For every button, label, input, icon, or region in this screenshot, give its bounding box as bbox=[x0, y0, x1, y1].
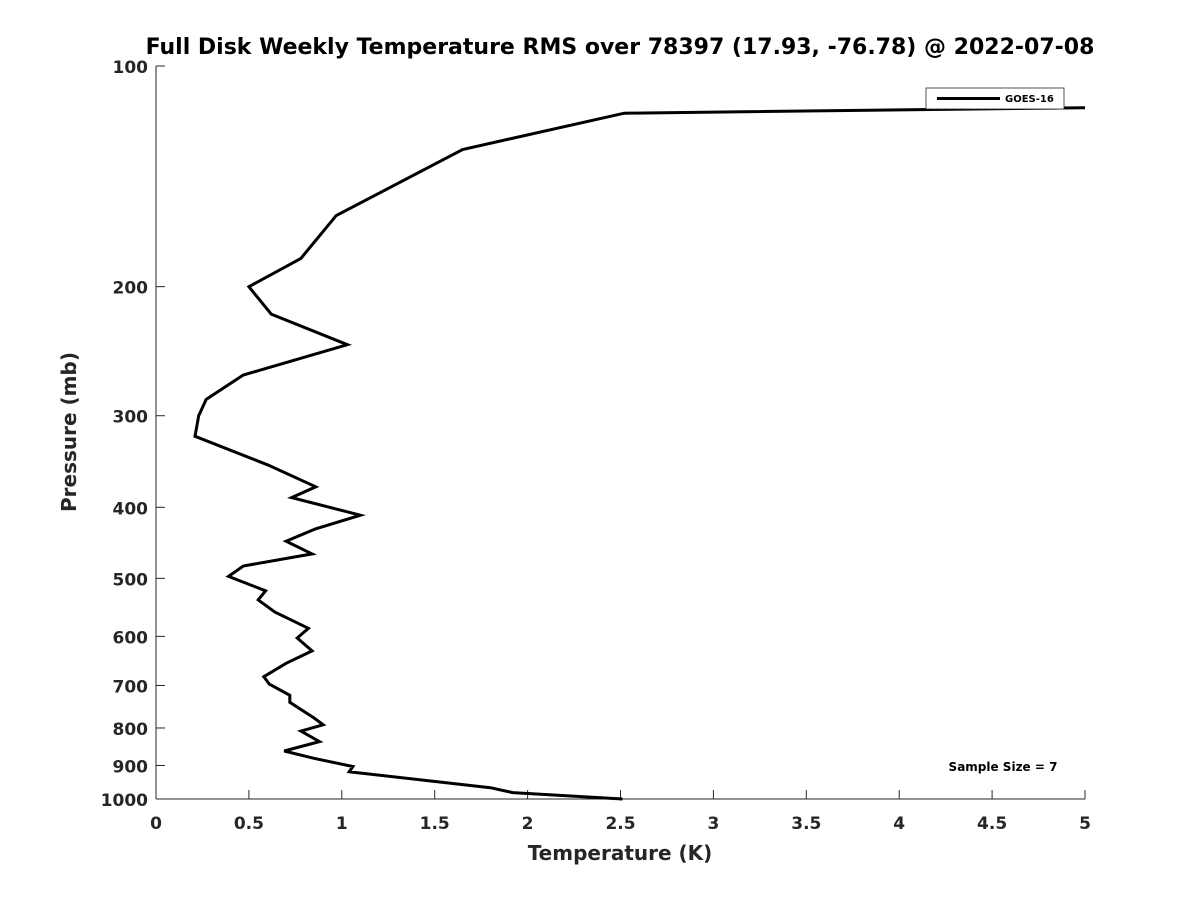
y-tick-label: 400 bbox=[113, 499, 149, 519]
y-tick-label: 100 bbox=[113, 58, 149, 78]
x-tick-label: 2.5 bbox=[605, 814, 635, 834]
x-ticks: 0 0.5 1 1.5 2 2.5 3 3.5 4 4.5 5 bbox=[150, 790, 1091, 834]
x-axis-label: Temperature (K) bbox=[528, 841, 713, 865]
x-tick-label: 2 bbox=[522, 814, 534, 834]
plot-area bbox=[155, 66, 1085, 800]
y-tick-label: 300 bbox=[113, 408, 149, 428]
y-tick-label: 500 bbox=[113, 570, 149, 590]
y-tick-label: 200 bbox=[113, 279, 149, 299]
y-tick-label: 600 bbox=[113, 628, 149, 648]
y-ticks: 100 200 300 400 500 600 700 800 900 1000 bbox=[101, 58, 165, 811]
x-tick-label: 1.5 bbox=[420, 814, 450, 834]
legend-label-goes-16: GOES-16 bbox=[1005, 94, 1054, 105]
y-tick-label: 700 bbox=[113, 677, 149, 697]
series-line-goes-16 bbox=[193, 106, 1086, 801]
y-axis-label: Pressure (mb) bbox=[57, 352, 81, 512]
series-layer bbox=[193, 106, 1086, 801]
chart-title: Full Disk Weekly Temperature RMS over 78… bbox=[146, 35, 1095, 60]
x-tick-label: 0 bbox=[150, 814, 162, 834]
legend: GOES-16 bbox=[925, 87, 1065, 110]
y-tick-label: 800 bbox=[113, 720, 149, 740]
y-tick-label: 1000 bbox=[101, 791, 148, 811]
x-tick-label: 4 bbox=[893, 814, 905, 834]
x-tick-label: 3 bbox=[707, 814, 719, 834]
y-tick-label: 900 bbox=[113, 757, 149, 777]
x-tick-label: 5 bbox=[1079, 814, 1091, 834]
x-tick-label: 3.5 bbox=[791, 814, 821, 834]
x-tick-label: 4.5 bbox=[977, 814, 1007, 834]
sample-size-annotation: Sample Size = 7 bbox=[949, 760, 1058, 774]
x-tick-label: 1 bbox=[336, 814, 348, 834]
x-tick-label: 0.5 bbox=[234, 814, 264, 834]
